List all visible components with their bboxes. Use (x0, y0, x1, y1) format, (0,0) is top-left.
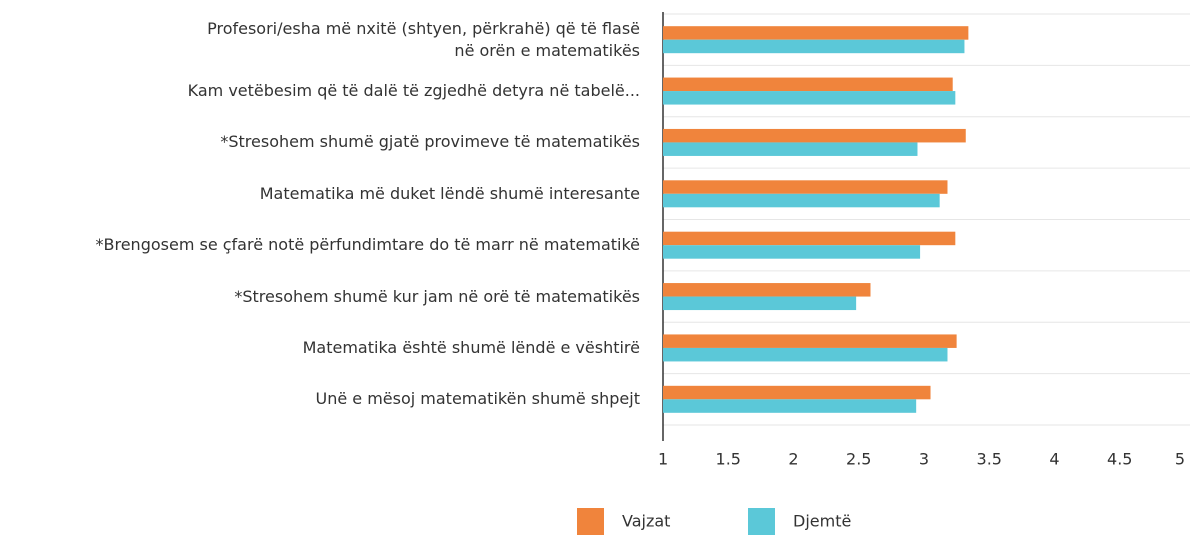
category-label: Matematika më duket lëndë shumë interesa… (259, 183, 640, 203)
x-tick-label: 3 (919, 450, 929, 469)
category-label: *Stresohem shumë kur jam në orë të matem… (234, 286, 640, 306)
x-tick-label: 1.5 (716, 450, 741, 469)
category-label: Unë e mësoj matematikën shumë shpejt (315, 389, 640, 409)
legend-label: Djemtë (793, 512, 851, 531)
x-tick-label: 5 (1175, 450, 1185, 469)
legend-swatch (577, 508, 604, 535)
bar (663, 193, 940, 208)
x-tick-label: 3.5 (977, 450, 1002, 469)
bar (663, 334, 957, 348)
bar (663, 245, 921, 259)
bar (663, 26, 969, 40)
legend-swatch (748, 508, 775, 535)
bar (663, 231, 956, 246)
category-label: *Brengosem se çfarë notë përfundimtare d… (95, 235, 641, 255)
bar (663, 39, 965, 54)
x-tick-label: 4.5 (1107, 450, 1132, 469)
bar (663, 77, 953, 92)
category-label: Profesori/esha më nxitë (shtyen, përkrah… (207, 18, 640, 60)
category-label: Kam vetëbesim që të dalë të zgjedhë dety… (187, 81, 640, 101)
x-tick-label: 2.5 (846, 450, 871, 469)
x-tick-label: 2 (788, 450, 798, 469)
x-tick-label: 4 (1049, 450, 1059, 469)
category-label: *Stresohem shumë gjatë provimeve të mate… (220, 132, 640, 152)
bar (663, 91, 956, 105)
bar (663, 385, 931, 400)
bar (663, 128, 966, 143)
x-tick-label: 1 (658, 450, 668, 469)
bar (663, 347, 948, 362)
bar (663, 296, 857, 311)
bar (663, 399, 917, 413)
bar (663, 283, 871, 297)
category-label: Matematika është shumë lëndë e vështirë (302, 337, 640, 357)
bar (663, 142, 918, 156)
legend-label: Vajzat (622, 512, 670, 531)
bar (663, 180, 948, 194)
